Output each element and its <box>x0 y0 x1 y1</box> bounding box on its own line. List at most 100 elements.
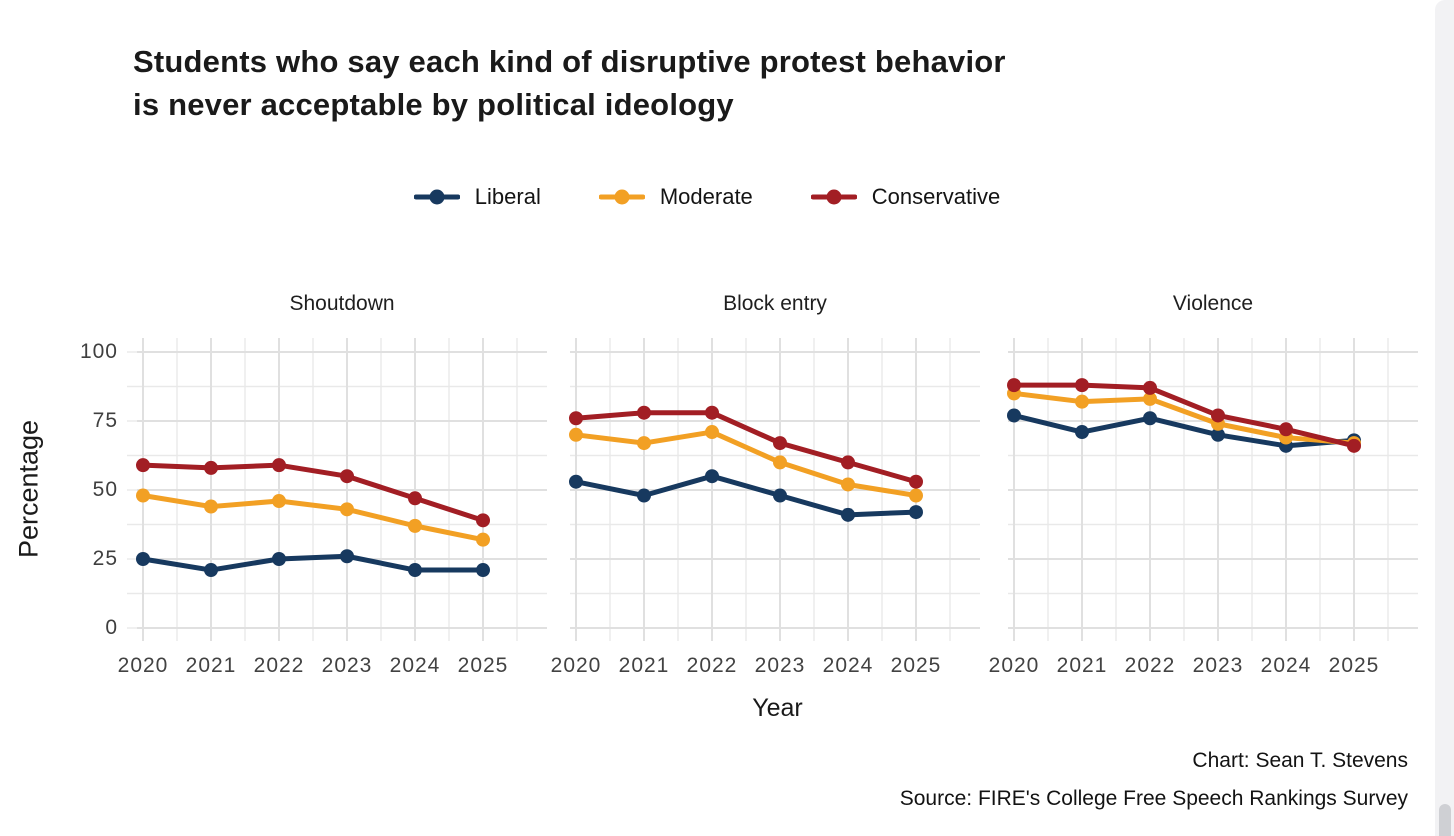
legend-label: Moderate <box>659 184 753 209</box>
data-point-conservative <box>408 491 422 506</box>
y-tick-label: 25 <box>92 547 118 570</box>
data-point-moderate <box>773 455 787 470</box>
data-point-conservative <box>1279 422 1293 437</box>
series-line-conservative <box>573 410 919 485</box>
x-tick-label: 2025 <box>457 654 509 677</box>
data-point-conservative <box>1075 378 1089 393</box>
x-tick-label: 2021 <box>618 654 670 677</box>
series-line-liberal <box>573 473 919 518</box>
data-point-liberal <box>272 552 286 566</box>
data-point-moderate <box>408 518 422 533</box>
x-tick-label: 2020 <box>550 654 602 677</box>
grid-major <box>137 338 547 641</box>
chart-credit: Chart: Sean T. Stevens <box>1192 749 1408 772</box>
x-tick-label: 2023 <box>321 654 373 677</box>
x-tick-label: 2022 <box>1124 654 1176 677</box>
data-point-moderate <box>476 532 490 547</box>
facet-panel-shoutdown: 2020 2021 2022 2023 2024 2025 <box>118 338 547 683</box>
data-point-conservative <box>841 455 855 470</box>
x-tick-label: 2024 <box>1260 654 1312 677</box>
data-point-conservative <box>569 411 583 426</box>
chart-title-line1: Students who say each kind of disruptive… <box>133 44 1006 79</box>
data-point-moderate <box>1143 391 1157 406</box>
x-tick-label: 2020 <box>117 654 169 677</box>
facet-plot <box>569 338 980 641</box>
data-point-moderate <box>909 488 923 503</box>
x-axis-title: Year <box>752 694 803 722</box>
data-point-conservative <box>1211 408 1225 423</box>
attribution: Chart: Sean T. Stevens Source: FIRE's Co… <box>900 742 1408 818</box>
data-point-liberal <box>476 563 490 578</box>
data-point-liberal <box>136 552 150 566</box>
x-tick-label: 2021 <box>1056 654 1108 677</box>
facet-panel-block-entry: 2020 2021 2022 2023 2024 2025 <box>551 338 980 683</box>
data-point-conservative <box>909 474 923 489</box>
x-tick-label: 2022 <box>253 654 305 677</box>
data-point-moderate <box>272 494 286 509</box>
x-tick-label: 2020 <box>988 654 1040 677</box>
legend-label: Conservative <box>871 184 1001 209</box>
data-point-liberal <box>204 563 218 578</box>
series-line-moderate <box>1011 390 1357 446</box>
legend-item-moderate: Moderate <box>598 184 753 210</box>
data-point-moderate <box>637 436 651 451</box>
chart-title: Students who say each kind of disruptive… <box>133 40 1006 126</box>
data-point-liberal <box>340 549 354 564</box>
data-point-liberal <box>773 488 787 503</box>
x-tick-label: 2023 <box>754 654 806 677</box>
series-line-moderate <box>140 493 486 543</box>
facet-plot <box>1007 338 1418 641</box>
scrollbar-track[interactable] <box>1435 0 1454 836</box>
data-point-conservative <box>705 405 719 420</box>
series-line-liberal <box>140 553 486 573</box>
scrollbar-thumb[interactable] <box>1439 804 1451 836</box>
data-point-moderate <box>841 477 855 492</box>
data-point-moderate <box>136 488 150 503</box>
data-point-conservative <box>1007 378 1021 393</box>
data-point-moderate <box>1075 394 1089 409</box>
data-point-moderate <box>204 499 218 514</box>
grid-major <box>570 338 980 641</box>
chart-source: Source: FIRE's College Free Speech Ranki… <box>899 787 1408 810</box>
data-point-moderate <box>569 427 583 442</box>
data-point-conservative <box>204 460 218 475</box>
legend: Liberal Moderate Conservative <box>0 181 1414 213</box>
x-tick-label: 2024 <box>389 654 441 677</box>
y-tick-label: 50 <box>92 478 118 501</box>
series-line-moderate <box>573 429 919 499</box>
legend-item-conservative: Conservative <box>810 184 1001 210</box>
legend-label: Liberal <box>474 184 541 209</box>
data-point-liberal <box>408 563 422 578</box>
y-tick-label: 0 <box>105 616 118 639</box>
data-point-liberal <box>1007 408 1021 423</box>
data-point-liberal <box>705 469 719 484</box>
x-tick-label: 2025 <box>890 654 942 677</box>
data-point-liberal <box>1075 425 1089 440</box>
data-point-liberal <box>569 474 583 489</box>
data-point-conservative <box>1347 438 1361 453</box>
legend-marker-icon <box>810 189 857 205</box>
facet-panel-violence: 2020 2021 2022 2023 2024 2025 <box>989 338 1418 683</box>
chart-title-line2: is never acceptable by political ideolog… <box>133 87 734 122</box>
legend-marker-icon <box>598 189 645 205</box>
data-point-conservative <box>340 469 354 484</box>
facet-title-block-entry: Block entry <box>723 292 827 315</box>
series-line-liberal <box>1011 412 1357 449</box>
data-point-conservative <box>476 513 490 528</box>
series-line-conservative <box>1011 382 1357 449</box>
legend-marker-icon <box>413 189 460 205</box>
data-point-conservative <box>773 436 787 451</box>
legend-item-liberal: Liberal <box>413 184 541 210</box>
data-point-conservative <box>136 458 150 473</box>
facet-title-violence: Violence <box>1172 292 1254 315</box>
data-point-conservative <box>637 405 651 420</box>
x-tick-label: 2021 <box>185 654 237 677</box>
data-point-moderate <box>705 425 719 440</box>
data-point-conservative <box>1143 380 1157 395</box>
facet-title-shoutdown: Shoutdown <box>289 292 395 315</box>
x-tick-label: 2023 <box>1192 654 1244 677</box>
y-tick-label: 75 <box>92 409 118 432</box>
y-tick-label: 100 <box>79 340 118 363</box>
data-point-liberal <box>637 488 651 503</box>
